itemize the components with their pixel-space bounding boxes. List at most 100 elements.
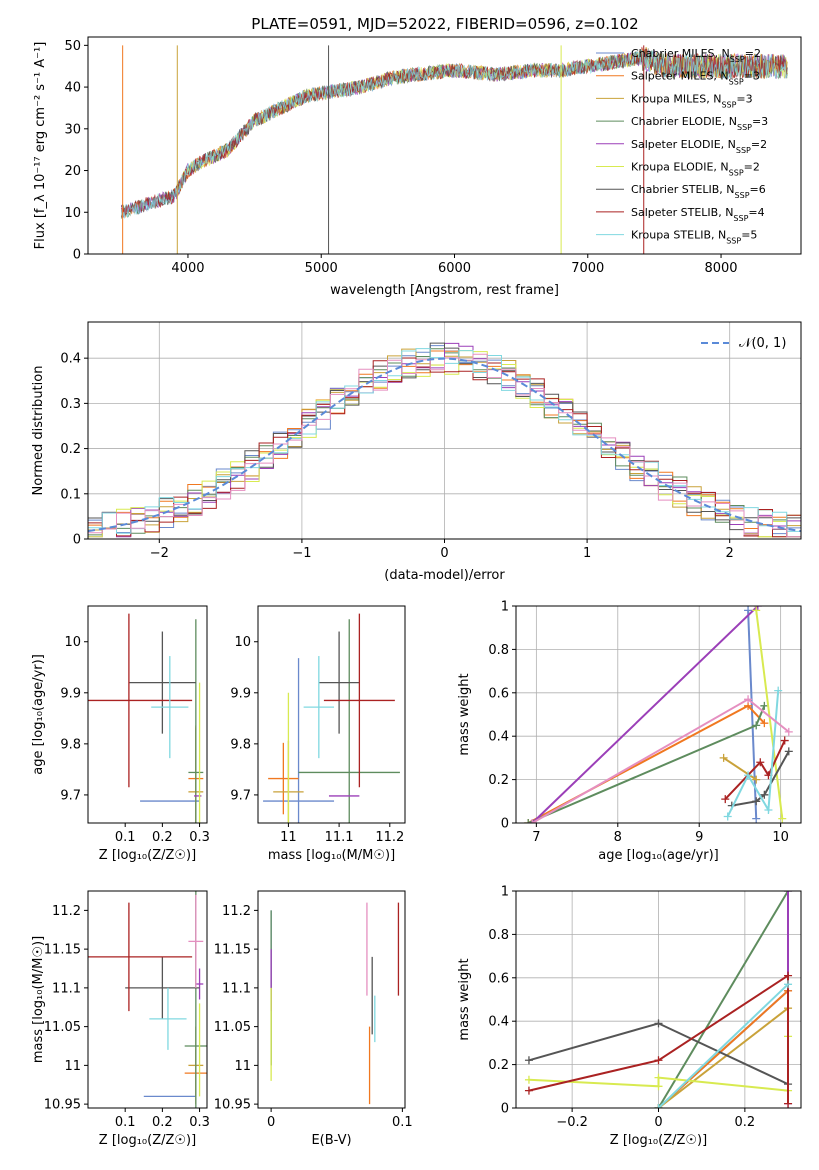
plot-area	[270, 902, 400, 1105]
x-tick-label: 0.1	[115, 1115, 136, 1130]
mass-weight-marker	[760, 701, 769, 710]
x-tick-label: 0.2	[152, 1115, 173, 1130]
mass-weight-line	[657, 891, 789, 1108]
mass-weight-marker	[764, 805, 773, 814]
x-axis-label: Z [log₁₀(Z/Z☉)]	[99, 848, 196, 863]
figure-title: PLATE=0591, MJD=52022, FIBERID=0596, z=0…	[251, 15, 638, 33]
y-tick-label: 40	[64, 81, 81, 96]
mass-weight-line	[755, 610, 784, 819]
x-tick-label: −2	[150, 546, 169, 561]
mass-weight-vs-age-panel: 7 8 9 10 0 0.2 0.4 0.6 0.8 1 age [log₁₀(age/yr)] ma…	[457, 600, 802, 863]
x-axis-label: mass [log₁₀(M/M☉)]	[268, 848, 395, 863]
y-tick-label: 0.1	[60, 487, 81, 502]
axes-frame	[87, 890, 208, 1109]
y-tick-label: 11.05	[44, 1020, 81, 1035]
x-tick-label: 0.2	[735, 1115, 756, 1130]
x-tick-label: 0	[654, 1115, 662, 1130]
y-tick-label: 9.8	[230, 737, 251, 752]
spectrum-panel: 4000 5000 6000 7000 8000 0 10 20 30 40 50 wavelengt…	[33, 36, 802, 298]
y-tick-label: 0.2	[488, 773, 509, 788]
axes-frame	[257, 605, 406, 824]
plot-area	[263, 613, 400, 823]
mass-weight-marker	[752, 606, 761, 615]
mass-weight-marker	[784, 747, 793, 756]
x-tick-label: 9	[695, 830, 703, 845]
mass-weight-vs-metallicity-panel: −0.2 0 0.2 0 0.2 0.4 0.6 0.8 1 Z [log₁₀(Z/Z☉)] mas…	[457, 885, 802, 1148]
mass-weight-line	[657, 1007, 789, 1108]
axes-frame	[515, 605, 802, 824]
mass-weight-marker	[760, 790, 769, 799]
mass-weight-marker	[752, 721, 761, 730]
mass-weight-marker	[753, 606, 762, 610]
y-tick-label: 0.4	[488, 1015, 509, 1030]
mass-weight-marker	[723, 812, 732, 821]
y-axis-label: age [log₁₀(age/yr)]	[31, 654, 46, 775]
y-tick-label: 0.4	[60, 352, 81, 367]
x-axis-label: E(B-V)	[311, 1133, 351, 1148]
legend-entry: Chabrier MILES, NSSP=2	[631, 47, 761, 64]
mass-weight-marker	[654, 1056, 663, 1065]
mass-weight-marker	[784, 1099, 793, 1108]
age-vs-mass-panel: 11 11.1 11.2 9.7 9.8 9.9 10 mass [log₁₀(M/M☉)]	[230, 605, 406, 863]
x-axis-label: wavelength [Angstrom, rest frame]	[330, 283, 559, 298]
mass-vs-extinction-panel: 0 0.1 10.95 11 11.05 11.1 11.15 11.2 E(B-V)	[214, 890, 413, 1148]
legend-entry: Salpeter MILES, NSSP=3	[631, 70, 760, 87]
x-tick-label: 0.3	[189, 830, 210, 845]
y-tick-label: 9.9	[230, 686, 251, 701]
mass-vs-metallicity-panel: 0.1 0.2 0.3 10.95 11 11.05 11.1 11.15 11.2 Z [log…	[31, 890, 210, 1148]
legend-entry: Salpeter STELIB, NSSP=4	[631, 206, 765, 223]
plot-area	[88, 342, 801, 539]
x-tick-label: 8000	[704, 261, 737, 276]
mass-weight-marker	[524, 1056, 533, 1065]
mass-weight-marker	[780, 736, 789, 745]
y-tick-label: 0	[73, 533, 81, 548]
y-tick-label: 0.6	[488, 971, 509, 986]
x-tick-label: 4000	[171, 261, 204, 276]
x-tick-label: 11	[280, 830, 297, 845]
mass-weight-marker	[744, 771, 753, 780]
x-tick-label: 0.2	[152, 830, 173, 845]
residual-histogram-panel: −2 −1 0 1 2 0 0.1 0.2 0.3 0.4 (data-model)/error No…	[31, 321, 802, 583]
y-tick-label: 9.9	[60, 686, 81, 701]
legend-entry: Chabrier STELIB, NSSP=6	[631, 183, 766, 200]
mass-weight-line	[657, 983, 789, 1108]
mass-weight-marker	[784, 980, 793, 989]
x-tick-label: 10	[772, 830, 789, 845]
mass-weight-marker	[528, 819, 537, 823]
mass-weight-marker	[524, 819, 533, 823]
y-tick-label: 10	[234, 635, 251, 650]
x-tick-label: 0.3	[189, 1115, 210, 1130]
y-tick-label: 0	[501, 817, 509, 832]
y-tick-label: 11	[234, 1059, 251, 1074]
x-tick-label: 0	[440, 546, 448, 561]
y-tick-label: 10.95	[214, 1098, 251, 1113]
x-tick-label: 1	[583, 546, 591, 561]
y-tick-label: 50	[64, 39, 81, 54]
y-tick-label: 11.1	[222, 981, 251, 996]
mass-weight-marker	[752, 814, 761, 823]
x-axis-label: Z [log₁₀(Z/Z☉)]	[610, 1133, 707, 1148]
y-axis-label: mass weight	[457, 673, 472, 755]
y-tick-label: 0	[73, 248, 81, 263]
mass-weight-marker	[654, 1082, 663, 1091]
x-tick-label: −0.2	[556, 1115, 588, 1130]
gaussian-curve	[88, 357, 801, 533]
y-tick-label: 0.2	[60, 442, 81, 457]
axes-frame	[257, 890, 406, 1109]
plot-area	[524, 891, 793, 1108]
mass-weight-marker	[756, 758, 765, 767]
x-axis-label: (data-model)/error	[384, 568, 505, 583]
y-tick-label: 0.8	[488, 643, 509, 658]
y-tick-label: 0.4	[488, 730, 509, 745]
mass-weight-marker	[784, 971, 793, 980]
mass-weight-marker	[654, 1073, 663, 1082]
y-tick-label: 0	[501, 1102, 509, 1117]
mass-weight-marker	[760, 719, 769, 728]
x-tick-label: 2	[726, 546, 734, 561]
mass-weight-line	[531, 606, 759, 823]
x-tick-label: 8	[614, 830, 622, 845]
y-tick-label: 11.15	[214, 943, 251, 958]
mass-weight-marker	[654, 1104, 663, 1108]
y-tick-label: 1	[501, 885, 509, 900]
